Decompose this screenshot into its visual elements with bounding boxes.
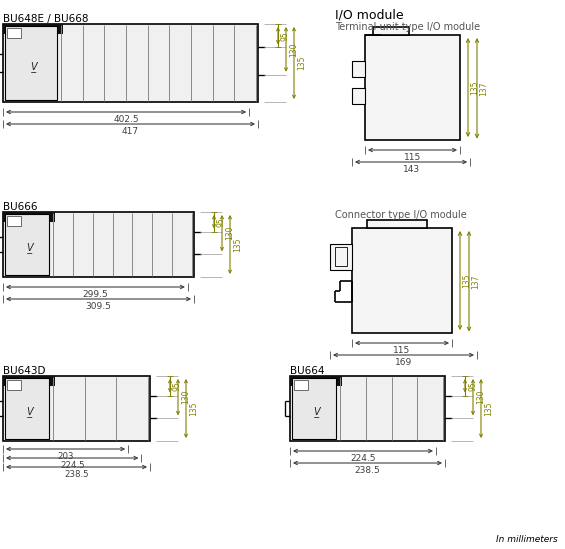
Text: V̲̲: V̲̲ [313,406,320,417]
Text: 417: 417 [122,127,139,136]
Bar [290,376,445,441]
Bar [373,27,410,35]
Text: 130: 130 [289,42,298,57]
Bar [294,380,308,390]
Text: 203: 203 [57,452,74,461]
Text: 238.5: 238.5 [64,470,89,479]
Text: 135: 135 [462,273,471,288]
Bar [3,212,55,222]
Text: 95: 95 [173,381,182,391]
Bar [292,378,336,439]
Text: 299.5: 299.5 [82,290,108,299]
Bar [3,376,55,386]
Text: 238.5: 238.5 [355,466,380,475]
Text: 95: 95 [468,381,477,391]
Bar [5,378,49,439]
Text: BU643D: BU643D [3,366,46,376]
Bar [352,228,452,333]
Text: BU666: BU666 [3,202,37,212]
Text: Terminal unit type I/O module: Terminal unit type I/O module [335,22,480,32]
Text: 115: 115 [404,153,421,162]
Text: 224.5: 224.5 [60,461,85,470]
Text: 143: 143 [402,165,420,174]
Text: In millimeters: In millimeters [496,535,558,544]
Text: 135: 135 [233,237,242,252]
Bar [352,61,365,77]
Text: 402.5: 402.5 [113,115,139,124]
Bar [3,24,63,34]
Text: 130: 130 [225,226,234,240]
Bar [365,35,460,140]
Bar [7,216,21,226]
Text: 135: 135 [470,80,479,95]
Text: 130: 130 [181,390,190,405]
Bar [3,24,258,102]
Text: V̲̲: V̲̲ [26,406,33,417]
Text: 169: 169 [395,358,412,367]
Text: V̲̲: V̲̲ [26,242,33,253]
Bar [367,220,427,228]
Bar [3,376,150,441]
Text: 135: 135 [297,56,306,70]
Bar [7,380,21,390]
Bar [335,247,347,266]
Text: Connector type I/O module: Connector type I/O module [335,210,467,220]
Text: 115: 115 [393,346,411,355]
Text: I/O module: I/O module [335,8,403,21]
Bar [7,28,21,38]
Text: 137: 137 [471,274,480,289]
Text: 95: 95 [217,217,226,227]
Text: BU648E / BU668: BU648E / BU668 [3,14,89,24]
Bar [5,214,49,275]
Text: 137: 137 [479,81,488,96]
Bar [5,26,57,100]
Bar [330,244,352,270]
Text: 309.5: 309.5 [85,302,111,311]
Text: V̲̲: V̲̲ [31,61,37,72]
Text: 224.5: 224.5 [350,454,376,463]
Text: 135: 135 [189,401,198,416]
Text: 130: 130 [476,390,485,405]
Bar [290,376,342,386]
Text: BU664: BU664 [290,366,324,376]
Text: 95: 95 [281,31,290,41]
Bar [3,212,194,277]
Text: 135: 135 [484,401,493,416]
Bar [352,87,365,104]
